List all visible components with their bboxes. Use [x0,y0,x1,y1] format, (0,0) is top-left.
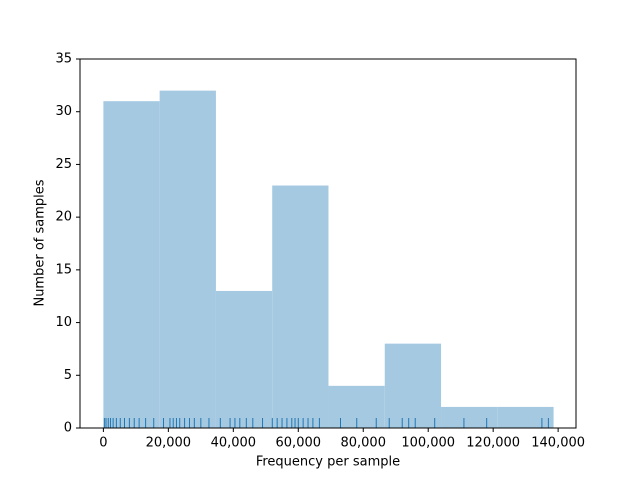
y-tick-label: 5 [64,368,72,383]
x-axis-label: Frequency per sample [256,455,400,470]
histogram-bar [103,101,160,429]
y-tick-label: 30 [55,104,72,119]
histogram-bar [159,90,216,428]
plot-frame [79,58,577,429]
y-tick-label: 35 [55,52,72,67]
x-tick-label: 120,000 [466,436,520,451]
histogram-bar [441,406,498,428]
x-tick-label: 140,000 [531,436,585,451]
histogram-bar [272,185,329,428]
y-tick-label: 25 [55,157,72,172]
histogram-bar [384,343,442,428]
x-tick-label: 0 [99,436,107,451]
x-tick-label: 60,000 [276,436,322,451]
x-tick-label: 40,000 [211,436,257,451]
y-tick-label: 0 [64,421,72,436]
y-tick-label: 15 [55,262,72,277]
histogram-bar [215,290,273,428]
x-tick-label: 100,000 [401,436,455,451]
y-tick-label: 20 [55,210,72,225]
x-tick-label: 80,000 [340,436,386,451]
x-tick-label: 20,000 [146,436,192,451]
y-axis-label: Number of samples [33,179,48,306]
y-tick-label: 10 [55,315,72,330]
histogram-bar [497,406,554,428]
